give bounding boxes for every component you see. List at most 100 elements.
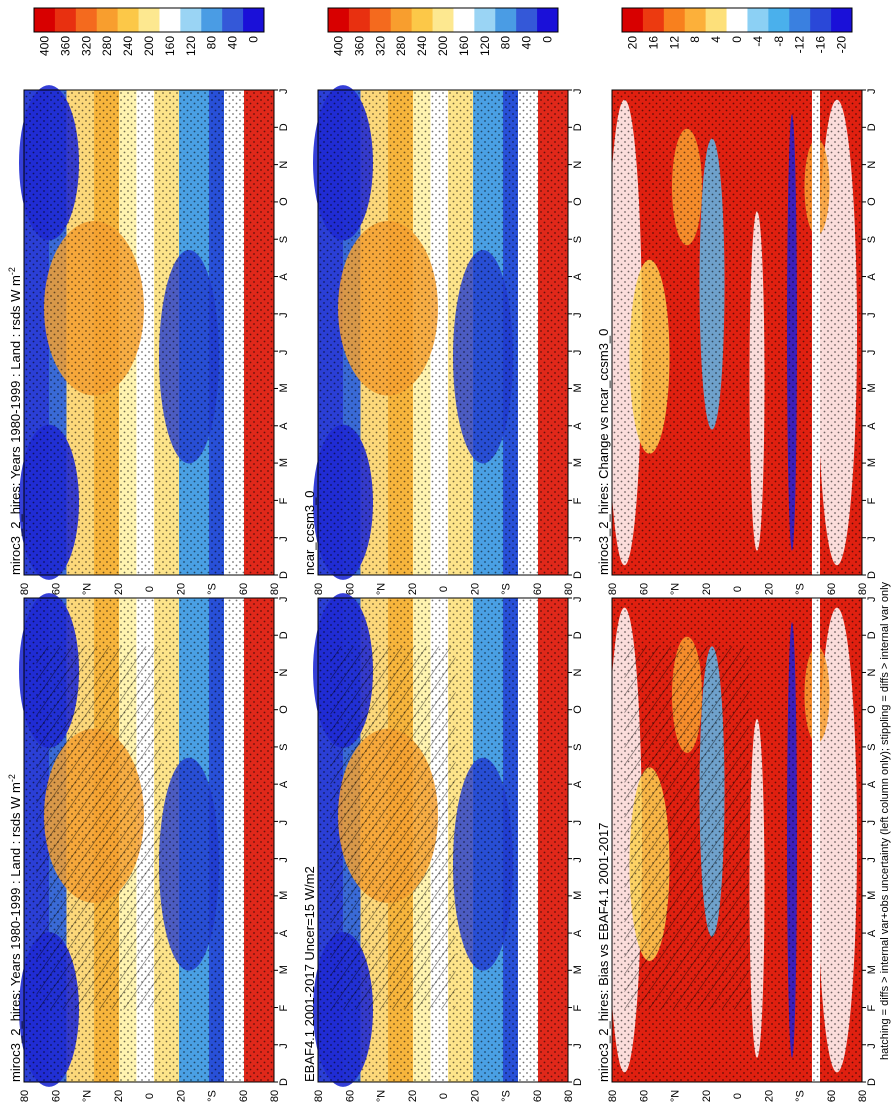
colorbar-tick-label: 0 [541,36,555,43]
month-tick-label: N [572,161,584,169]
month-tick-label: M [572,965,584,974]
colorbar-tick-label: -16 [814,36,828,54]
colorbar-tick-label: 0 [730,36,744,43]
month-tick-label: J [278,89,290,95]
colorbar-tick-label: -12 [793,36,807,54]
lat-tick-label: 80 [19,583,31,595]
panel-title: ncar_ccsm3_0 [302,490,317,575]
lat-tick-label: 0 [732,1093,744,1099]
panel-p2: D J F M A M J J A S O N D J 80 60 °N 20 0 20 °S 60 80 EBAF4.1 2… [302,507,584,1102]
month-tick-label: J [572,89,584,95]
lat-tick-label: 80 [857,1090,869,1102]
colorbar-segment [328,8,350,32]
plot-frame [23,597,275,1083]
colorbar-frame [621,7,853,33]
colorbar-segment [75,8,98,32]
lat-tick-label: 60 [50,1090,62,1102]
colorbar-frame [327,7,559,33]
lat-tick-label: 20 [113,1090,125,1102]
month-tick-label: A [278,929,290,937]
month-tick-label: N [866,668,878,676]
month-tick-label: A [572,780,584,788]
month-tick-label: O [866,705,878,714]
colorbar-segment [537,8,559,32]
colorbar-tick-label: 120 [478,36,492,56]
month-tick-label: S [866,236,878,243]
colorbar-segment [159,8,181,32]
colorbar-tick-label: 12 [667,36,681,50]
month-tick-label: J [278,820,290,826]
month-tick-label: J [278,536,290,542]
colorbar-segment [243,8,265,32]
colorbar-tick-label: 120 [184,36,198,56]
lat-tick-label: 20 [469,1090,481,1102]
month-tick-label: M [278,383,290,392]
colorbar-segment [663,8,686,32]
lat-tick-label: 80 [269,583,281,595]
lat-tick-label: 80 [857,583,869,595]
lat-tick-label: 20 [701,583,713,595]
title-superscript: -2 [7,774,17,782]
plot-frame [317,89,569,576]
plot-frame [317,597,569,1083]
lat-tick-label: 20 [175,583,187,595]
lat-tick-label: 80 [607,1090,619,1102]
month-tick-label: F [278,497,290,504]
colorbar-tick-label: 400 [331,36,345,56]
colorbar-tick-label: -4 [751,36,765,47]
colorbar-tick-label: 80 [499,36,513,50]
colorbar-tick-label: 400 [37,36,51,56]
colorbar-frame [33,7,265,33]
month-tick-label: M [866,383,878,392]
colorbar-segment [201,8,223,32]
colorbar-segment [222,8,244,32]
colorbar-segment [495,8,517,32]
month-tick-label: S [572,744,584,751]
lat-tick-label: 80 [563,583,575,595]
month-tick-label: D [866,1078,878,1086]
colorbar-segment [390,8,413,32]
colorbar-tick-label: 8 [688,36,702,43]
lat-tick-label: 80 [19,1090,31,1102]
lat-tick-label: °S [501,1090,513,1102]
month-tick-label: A [278,780,290,788]
lat-tick-label: 0 [144,586,156,592]
month-tick-label: M [572,383,584,392]
month-tick-label: O [866,197,878,206]
colorbar-tick-label: 40 [520,36,534,50]
month-tick-label: J [866,312,878,318]
month-tick-label: D [866,571,878,579]
month-tick-label: J [866,857,878,863]
colorbar-tick-label: 160 [457,36,471,56]
lat-tick-label: °S [207,1090,219,1102]
month-tick-label: F [866,1005,878,1012]
month-tick-label: D [572,631,584,639]
panel-p3: D J F M A M J J A S O N D J 80 60 °N 20 0 20 °S 60 80 miroc3_2_… [596,507,878,1102]
lat-tick-label: °S [795,583,807,595]
lat-tick-label: 20 [407,1090,419,1102]
lat-tick-label: 80 [607,583,619,595]
colorbar-segment [432,8,454,32]
stipple-overlay [612,90,862,575]
month-tick-label: M [572,458,584,467]
lat-tick-label: 80 [269,1090,281,1102]
month-tick-label: J [866,820,878,826]
colorbar-segment [453,8,475,32]
colorbar-segment [684,8,707,32]
month-tick-label: J [572,350,584,356]
colorbar-tick-label: 240 [415,36,429,56]
month-tick-label: D [278,123,290,131]
hatch-overlay [624,646,750,1010]
colorbar-tick-label: 320 [373,36,387,56]
lat-tick-label: 20 [701,1090,713,1102]
lat-tick-label: 0 [144,1093,156,1099]
month-tick-label: J [278,350,290,356]
lat-tick-label: °N [670,1090,682,1102]
month-tick-label: N [866,161,878,169]
month-tick-label: J [572,312,584,318]
lat-tick-label: °N [82,1090,94,1102]
lat-tick-label: 60 [532,1090,544,1102]
